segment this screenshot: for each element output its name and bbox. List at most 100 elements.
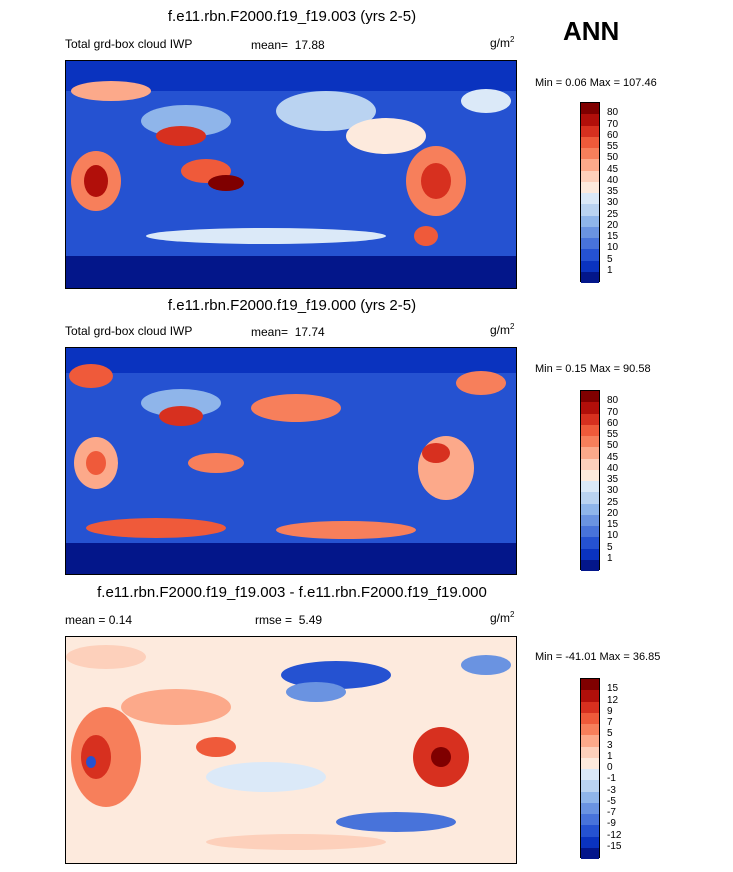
panel-3-mean-label: mean = 0.14 xyxy=(65,613,133,627)
colorbar-tick-label: 15 xyxy=(607,683,619,695)
colorbar-swatch xyxy=(581,170,599,182)
colorbar-tick-label: 45 xyxy=(607,163,619,175)
colorbar-tick-label: 35 xyxy=(607,474,619,485)
colorbar-swatch xyxy=(581,825,599,837)
colorbar-swatch xyxy=(581,136,599,148)
colorbar-tick-label: 50 xyxy=(607,440,619,452)
panel-2-title: f.e11.rbn.F2000.f19_f19.000 (yrs 2-5) xyxy=(167,297,417,314)
colorbar-tick-label: 25 xyxy=(607,496,619,508)
colorbar-tick-label: 60 xyxy=(607,129,619,141)
colorbar-swatch xyxy=(581,746,599,758)
colorbar-tick-label: 5 xyxy=(607,728,613,740)
panel-1-minmax: Min = 0.06 Max = 107.46 xyxy=(535,77,657,89)
colorbar-tick-label: 20 xyxy=(607,507,619,519)
colorbar-tick-label: 5 xyxy=(607,541,613,553)
colorbar-swatch xyxy=(581,492,599,504)
colorbar-swatch xyxy=(581,690,599,702)
colorbar-tick-label: 9 xyxy=(607,705,613,717)
colorbar-swatch xyxy=(581,447,599,459)
colorbar-tick-label: 15 xyxy=(607,231,619,242)
colorbar-swatch xyxy=(581,125,599,137)
panel-3-units: g/m2 xyxy=(490,610,515,625)
colorbar-swatch xyxy=(581,836,599,848)
colorbar-tick-label: 1 xyxy=(607,552,613,564)
colorbar-tick-label: 0 xyxy=(607,762,613,773)
colorbar-swatch xyxy=(581,514,599,526)
colorbar-swatch xyxy=(581,757,599,769)
panel-2-variable-label: Total grd-box cloud IWP xyxy=(65,324,193,338)
panel-1-colorbar xyxy=(580,102,600,283)
colorbar-tick-label: 20 xyxy=(607,219,619,231)
colorbar-swatch xyxy=(581,791,599,803)
panel-2-units: g/m2 xyxy=(490,322,515,337)
colorbar-swatch xyxy=(581,559,599,571)
panel-3-minmax: Min = -41.01 Max = 36.85 xyxy=(535,651,661,663)
colorbar-tick-label: 40 xyxy=(607,174,619,186)
colorbar-swatch xyxy=(581,249,599,261)
season-label: ANN xyxy=(563,16,620,46)
colorbar-tick-label: -9 xyxy=(607,818,616,830)
colorbar-swatch xyxy=(581,537,599,549)
colorbar-tick-label: -5 xyxy=(607,795,616,807)
colorbar-tick-label: 5 xyxy=(607,253,613,265)
colorbar-tick-label: -3 xyxy=(607,784,616,796)
colorbar-swatch xyxy=(581,724,599,736)
colorbar-tick-label: 30 xyxy=(607,197,619,209)
colorbar-swatch xyxy=(581,413,599,425)
colorbar-tick-label: 30 xyxy=(607,485,619,497)
colorbar-tick-label: -1 xyxy=(607,773,616,785)
colorbar-swatch xyxy=(581,780,599,792)
colorbar-tick-label: 35 xyxy=(607,186,619,197)
panel-1-variable-label: Total grd-box cloud IWP xyxy=(65,37,193,51)
colorbar-swatch xyxy=(581,193,599,205)
colorbar-swatch xyxy=(581,458,599,470)
colorbar-swatch xyxy=(581,469,599,481)
panel-1-units: g/m2 xyxy=(490,35,515,50)
colorbar-swatch xyxy=(581,148,599,160)
colorbar-swatch xyxy=(581,424,599,436)
colorbar-swatch xyxy=(581,204,599,216)
panel-2-map xyxy=(65,347,517,575)
colorbar-swatch xyxy=(581,391,599,403)
colorbar-swatch xyxy=(581,802,599,814)
colorbar-swatch xyxy=(581,548,599,560)
colorbar-tick-label: 80 xyxy=(607,395,619,407)
colorbar-tick-label: 40 xyxy=(607,462,619,474)
colorbar-tick-label: 55 xyxy=(607,141,619,152)
colorbar-swatch xyxy=(581,526,599,538)
colorbar-tick-label: 55 xyxy=(607,429,619,440)
colorbar-tick-label: 80 xyxy=(607,107,619,119)
colorbar-swatch xyxy=(581,114,599,126)
colorbar-tick-label: 70 xyxy=(607,406,619,418)
panel-1-mean-label: mean= 17.88 xyxy=(251,38,325,52)
colorbar-tick-label: 10 xyxy=(607,530,619,542)
colorbar-swatch xyxy=(581,814,599,826)
panel-3-colorbar xyxy=(580,678,600,859)
colorbar-swatch xyxy=(581,847,599,859)
colorbar-swatch xyxy=(581,712,599,724)
colorbar-tick-label: 10 xyxy=(607,242,619,254)
colorbar-swatch xyxy=(581,481,599,493)
panel-3-map xyxy=(65,636,517,864)
colorbar-tick-label: 12 xyxy=(607,694,619,706)
colorbar-tick-label: 45 xyxy=(607,451,619,463)
colorbar-swatch xyxy=(581,679,599,691)
panel-1-map xyxy=(65,60,517,289)
colorbar-tick-label: 3 xyxy=(607,739,613,751)
colorbar-swatch xyxy=(581,769,599,781)
panel-2-mean-label: mean= 17.74 xyxy=(251,325,325,339)
colorbar-tick-label: 1 xyxy=(607,264,613,276)
panel-2-colorbar xyxy=(580,390,600,571)
colorbar-tick-label: -7 xyxy=(607,807,616,818)
colorbar-swatch xyxy=(581,701,599,713)
colorbar-swatch xyxy=(581,402,599,414)
colorbar-swatch xyxy=(581,271,599,283)
colorbar-tick-label: 7 xyxy=(607,717,613,728)
panel-3-rmse-label: rmse = 5.49 xyxy=(255,613,323,627)
colorbar-swatch xyxy=(581,215,599,227)
colorbar-swatch xyxy=(581,436,599,448)
colorbar-tick-label: 25 xyxy=(607,208,619,220)
colorbar-swatch xyxy=(581,735,599,747)
colorbar-tick-label: 50 xyxy=(607,152,619,164)
colorbar-tick-label: 1 xyxy=(607,750,613,762)
